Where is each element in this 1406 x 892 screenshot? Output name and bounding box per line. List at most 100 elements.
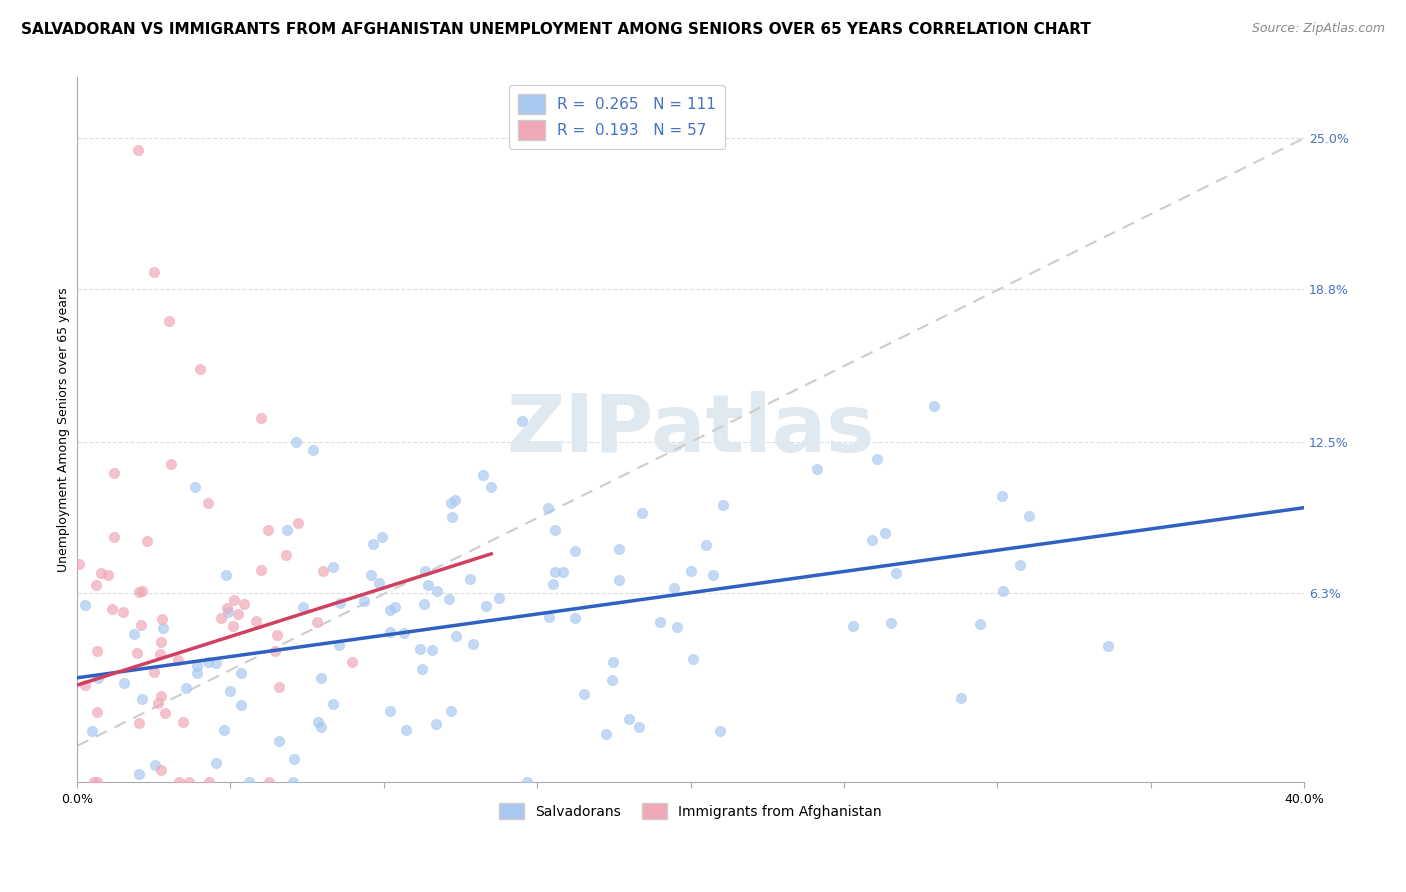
Point: [86, 775, 108, 789]
Point: [305, 615, 328, 630]
Point: [516, 775, 538, 789]
Point: [229, 666, 252, 681]
Point: [301, 443, 323, 458]
Point: [595, 727, 617, 741]
Point: [283, 752, 305, 766]
Point: [444, 492, 467, 507]
Point: [97, 567, 120, 582]
Point: [307, 714, 329, 729]
Point: [602, 673, 624, 687]
Point: [993, 584, 1015, 599]
Point: [458, 572, 481, 586]
Point: [949, 690, 972, 705]
Point: [75, 599, 97, 613]
Point: [312, 565, 335, 579]
Point: [167, 775, 190, 789]
Point: [127, 144, 149, 158]
Point: [209, 611, 232, 625]
Point: [472, 467, 495, 482]
Point: [83, 775, 105, 789]
Point: [536, 500, 558, 515]
Point: [380, 704, 402, 718]
Point: [384, 599, 406, 614]
Point: [510, 414, 533, 428]
Point: [285, 435, 308, 450]
Point: [150, 612, 173, 626]
Point: [228, 607, 250, 621]
Point: [281, 775, 304, 789]
Y-axis label: Unemployment Among Seniors over 65 years: Unemployment Among Seniors over 65 years: [58, 287, 70, 572]
Point: [82, 724, 104, 739]
Point: [544, 566, 567, 580]
Point: [541, 577, 564, 591]
Point: [232, 597, 254, 611]
Point: [378, 603, 401, 617]
Point: [217, 601, 239, 615]
Point: [86, 644, 108, 658]
Point: [679, 564, 702, 578]
Point: [488, 591, 510, 605]
Point: [411, 662, 433, 676]
Point: [420, 642, 443, 657]
Point: [702, 567, 724, 582]
Point: [426, 583, 449, 598]
Point: [217, 605, 239, 619]
Point: [274, 549, 297, 563]
Point: [67, 557, 90, 571]
Point: [437, 591, 460, 606]
Point: [86, 705, 108, 719]
Point: [544, 523, 567, 537]
Point: [806, 462, 828, 476]
Point: [269, 680, 291, 694]
Point: [713, 499, 735, 513]
Point: [1097, 639, 1119, 653]
Point: [215, 568, 238, 582]
Point: [197, 655, 219, 669]
Point: [257, 523, 280, 537]
Point: [75, 678, 97, 692]
Point: [143, 757, 166, 772]
Point: [371, 530, 394, 544]
Point: [309, 720, 332, 734]
Point: [205, 656, 228, 670]
Point: [873, 526, 896, 541]
Point: [475, 599, 498, 614]
Point: [224, 593, 246, 607]
Point: [650, 615, 672, 630]
Point: [860, 533, 883, 547]
Point: [90, 566, 112, 581]
Point: [328, 639, 350, 653]
Point: [197, 496, 219, 510]
Point: [309, 671, 332, 685]
Point: [627, 720, 650, 734]
Text: SALVADORAN VS IMMIGRANTS FROM AFGHANISTAN UNEMPLOYMENT AMONG SENIORS OVER 65 YEA: SALVADORAN VS IMMIGRANTS FROM AFGHANISTA…: [21, 22, 1091, 37]
Point: [128, 716, 150, 731]
Point: [360, 567, 382, 582]
Point: [879, 615, 901, 630]
Point: [142, 665, 165, 679]
Point: [665, 620, 688, 634]
Point: [461, 637, 484, 651]
Point: [183, 480, 205, 494]
Point: [150, 634, 173, 648]
Point: [222, 619, 245, 633]
Point: [990, 489, 1012, 503]
Legend: Salvadorans, Immigrants from Afghanistan: Salvadorans, Immigrants from Afghanistan: [494, 797, 887, 825]
Point: [378, 625, 401, 640]
Point: [842, 619, 865, 633]
Point: [440, 510, 463, 524]
Point: [142, 265, 165, 279]
Point: [969, 617, 991, 632]
Point: [166, 653, 188, 667]
Point: [609, 574, 631, 588]
Point: [322, 560, 344, 574]
Point: [564, 544, 586, 558]
Text: ZIPatlas: ZIPatlas: [506, 391, 875, 469]
Point: [607, 541, 630, 556]
Point: [148, 696, 170, 710]
Point: [884, 566, 907, 580]
Point: [361, 537, 384, 551]
Point: [122, 627, 145, 641]
Point: [368, 575, 391, 590]
Point: [112, 675, 135, 690]
